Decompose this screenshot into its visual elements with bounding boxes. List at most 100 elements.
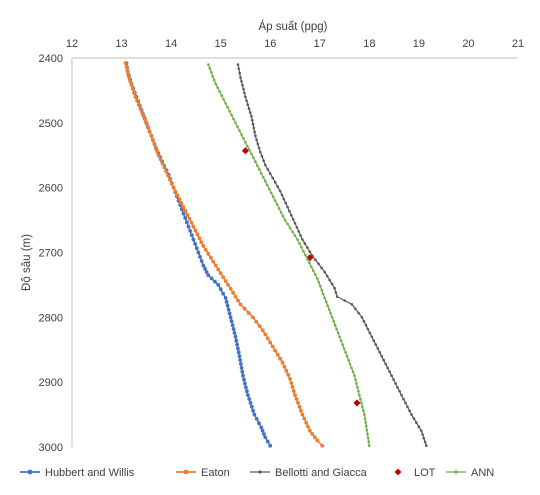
data-point <box>355 382 358 385</box>
data-point <box>198 254 202 259</box>
x-tick-label: 14 <box>165 38 177 50</box>
data-point <box>284 368 289 373</box>
data-point <box>269 191 273 195</box>
data-point <box>207 63 210 66</box>
data-point <box>421 433 424 436</box>
series-line <box>125 63 271 447</box>
data-point <box>164 169 169 174</box>
data-point <box>257 146 261 150</box>
data-point <box>310 432 315 436</box>
data-point <box>317 281 321 284</box>
data-point <box>204 270 209 274</box>
data-point <box>237 67 241 71</box>
data-point <box>260 172 263 175</box>
x-tick-label: 17 <box>314 38 326 50</box>
data-point <box>254 160 257 163</box>
legend-label: Bellotti and Giacca <box>275 467 368 479</box>
data-point <box>297 404 302 409</box>
data-point <box>314 273 317 276</box>
data-point <box>412 417 416 420</box>
data-point <box>259 150 262 154</box>
y-tick-labels: 2400 2500 2600 2700 2800 2900 3000 <box>39 53 63 454</box>
data-point <box>302 249 305 253</box>
data-point <box>228 315 233 320</box>
data-point <box>330 282 334 286</box>
data-point <box>384 362 388 366</box>
data-point <box>332 319 336 323</box>
data-point <box>317 262 320 266</box>
data-point <box>357 311 360 315</box>
data-point <box>226 307 231 312</box>
series-bellotti-and-giacca <box>236 63 428 448</box>
data-point <box>250 115 253 118</box>
series-layer <box>123 61 428 448</box>
legend-item: ANN <box>446 467 494 479</box>
data-point <box>234 121 237 125</box>
data-point <box>333 323 337 327</box>
series-lot <box>241 147 361 407</box>
data-point <box>175 193 180 198</box>
data-point <box>211 259 216 264</box>
data-point <box>254 417 259 421</box>
data-point <box>223 279 228 283</box>
data-point <box>286 222 289 226</box>
data-point <box>263 435 268 440</box>
legend-label: LOT <box>414 467 436 479</box>
data-point <box>264 163 267 167</box>
data-point <box>233 334 238 339</box>
lot-point <box>306 254 314 262</box>
data-point <box>282 197 286 201</box>
data-point <box>262 159 265 162</box>
legend-item: Eaton <box>176 467 230 479</box>
lot-point <box>353 399 361 407</box>
data-point <box>277 207 281 210</box>
data-point <box>298 242 301 245</box>
data-point <box>149 133 154 138</box>
data-point <box>183 209 188 213</box>
data-point <box>359 397 362 401</box>
data-point <box>291 230 294 234</box>
data-point <box>341 343 344 346</box>
data-point <box>284 201 288 205</box>
data-point <box>230 113 233 117</box>
data-point <box>293 234 297 237</box>
data-point <box>239 76 242 79</box>
data-point <box>224 299 229 304</box>
data-point <box>280 193 284 197</box>
data-point <box>304 420 309 425</box>
data-point <box>300 246 303 249</box>
data-point <box>342 347 346 350</box>
data-point <box>201 244 206 248</box>
y-tick-label: 2700 <box>39 248 63 260</box>
data-point <box>361 405 364 409</box>
data-point <box>396 386 399 389</box>
data-point <box>166 173 170 178</box>
data-point <box>242 137 245 140</box>
data-point <box>136 102 141 107</box>
data-point <box>408 409 411 413</box>
data-point <box>244 95 247 99</box>
data-point <box>214 82 217 86</box>
data-point <box>143 118 148 123</box>
data-point <box>299 408 303 413</box>
data-point <box>417 425 421 429</box>
data-point <box>245 389 249 394</box>
legend-marker <box>394 468 402 476</box>
data-point <box>126 72 130 76</box>
data-point <box>293 393 297 397</box>
data-point <box>232 331 237 335</box>
data-point <box>394 382 397 385</box>
lot-point <box>241 147 250 155</box>
data-point <box>308 428 312 433</box>
plot-frame <box>71 57 518 447</box>
data-point <box>420 429 423 433</box>
data-point <box>246 144 249 148</box>
x-tick-labels: 12 13 14 15 16 17 18 19 20 21 <box>66 38 524 50</box>
data-point <box>410 413 413 416</box>
data-point <box>281 214 285 218</box>
data-point <box>360 316 364 319</box>
data-point <box>344 351 347 354</box>
data-point <box>147 130 152 134</box>
data-point <box>308 261 311 265</box>
data-point <box>374 343 378 346</box>
